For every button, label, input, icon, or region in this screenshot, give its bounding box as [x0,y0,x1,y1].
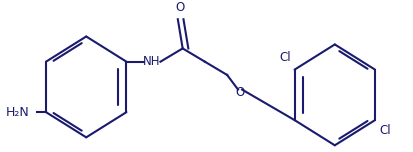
Text: Cl: Cl [379,124,391,137]
Text: H₂N: H₂N [6,106,30,119]
Text: NH: NH [143,55,160,68]
Text: Cl: Cl [279,51,290,64]
Text: O: O [235,86,244,99]
Text: O: O [175,1,185,14]
